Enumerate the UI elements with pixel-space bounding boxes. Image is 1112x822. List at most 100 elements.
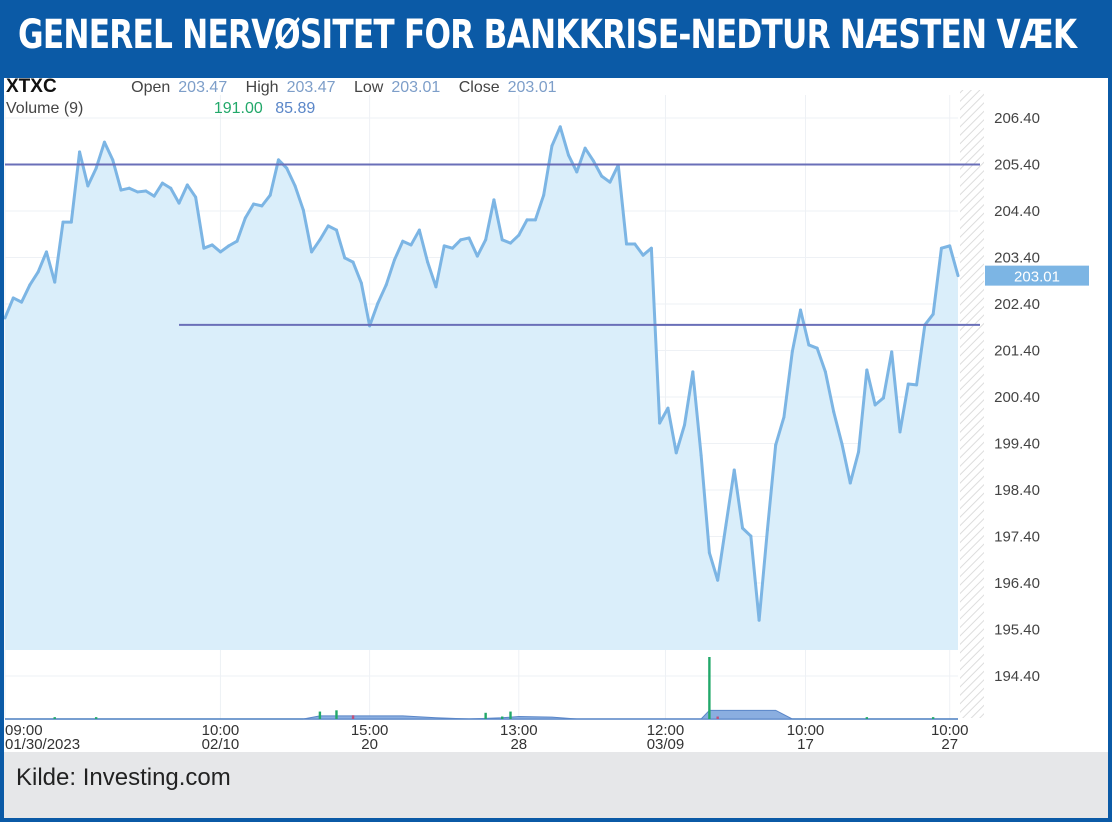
x-tick-date: 28	[510, 736, 527, 753]
frame-border-right	[1108, 0, 1112, 822]
volume-bar	[716, 716, 719, 719]
x-tick-time: 13:00	[500, 722, 538, 739]
price-segment	[351, 260, 363, 285]
open-label: Open	[131, 79, 171, 96]
price-segment	[616, 163, 629, 246]
price-segment	[36, 250, 48, 274]
volume-bar	[335, 710, 338, 719]
price-segment	[368, 301, 380, 328]
y-tick-label: 194.40	[994, 668, 1040, 685]
last-price-tag	[985, 265, 1089, 286]
price-segment	[890, 350, 902, 434]
volume-average-area	[303, 709, 793, 720]
price-segment	[11, 296, 24, 304]
x-tick-date: 01/30/2023	[5, 736, 80, 753]
high-label: High	[245, 79, 279, 96]
price-segment	[334, 228, 347, 260]
price-segment	[666, 406, 678, 455]
price-segment	[160, 181, 173, 190]
price-segment	[915, 323, 927, 387]
price-segment	[865, 368, 877, 407]
price-segment	[359, 281, 372, 328]
price-segment	[426, 260, 438, 289]
right-hatch	[960, 90, 984, 718]
price-segment	[741, 526, 753, 538]
price-segment	[169, 186, 181, 205]
price-segment	[923, 312, 935, 327]
volume-bar	[501, 716, 504, 719]
price-segment	[144, 189, 156, 198]
price-segment	[542, 144, 554, 197]
price-segment	[177, 183, 189, 205]
price-segment	[509, 233, 521, 245]
x-tick-time: 10:00	[202, 722, 240, 739]
volume-bar	[53, 717, 56, 719]
price-segment	[658, 406, 670, 425]
y-tick-label: 200.40	[994, 389, 1040, 406]
high-value: 203.47	[286, 79, 336, 96]
y-tick-label: 205.40	[994, 157, 1040, 174]
price-area	[5, 126, 958, 651]
low-value: 203.01	[391, 79, 441, 96]
volume-bar	[509, 711, 512, 719]
price-segment	[227, 239, 239, 248]
price-segment	[401, 239, 413, 247]
x-tick-date: 03/09	[647, 736, 685, 753]
price-segment	[53, 220, 65, 284]
x-tick-date: 27	[941, 736, 958, 753]
x-tick-date: 17	[797, 736, 814, 753]
price-segment	[848, 450, 861, 485]
volume-bar	[708, 657, 711, 719]
price-segment	[757, 528, 769, 622]
price-segment	[467, 236, 479, 258]
x-tick-date: 02/10	[202, 736, 240, 753]
x-tick-date: 20	[361, 736, 378, 753]
price-segment	[840, 442, 852, 485]
price-segment	[434, 244, 446, 289]
price-segment	[409, 228, 421, 247]
price-segment	[823, 370, 836, 414]
price-segment	[285, 166, 297, 188]
source-note: Kilde: Investing.com	[16, 764, 231, 791]
price-segment	[3, 296, 15, 320]
x-tick-time: 10:00	[787, 722, 825, 739]
y-tick-label: 203.40	[994, 250, 1040, 267]
volume-value-b: 85.89	[275, 100, 316, 117]
price-segment	[384, 258, 396, 287]
volume-bar	[351, 715, 355, 719]
price-segment	[484, 198, 496, 242]
price-segment	[898, 382, 910, 434]
close-label: Close	[458, 79, 500, 96]
price-segment	[20, 283, 32, 304]
price-segment	[102, 140, 115, 162]
x-tick-time: 10:00	[931, 722, 969, 739]
y-tick-label: 206.40	[994, 110, 1040, 127]
price-segment	[235, 216, 247, 243]
volume-bar	[931, 717, 935, 719]
price-segment	[873, 396, 885, 407]
price-segment	[691, 370, 703, 457]
price-segment	[790, 308, 803, 354]
price-segment	[517, 218, 529, 237]
price-segment	[732, 468, 745, 530]
volume-bar	[484, 712, 487, 719]
price-segment	[674, 423, 687, 455]
price-segment	[318, 224, 330, 242]
price-segment	[881, 350, 894, 400]
price-segment	[293, 184, 305, 212]
header-band: GENEREL NERVØSITET FOR BANKKRISE-NEDTUR …	[0, 0, 1112, 78]
footer: Kilde: Investing.com	[0, 752, 1112, 822]
price-segment	[243, 202, 256, 220]
price-segment	[948, 244, 960, 278]
price-segment	[78, 150, 90, 188]
price-segment	[832, 410, 844, 446]
volume-bar	[865, 717, 869, 719]
price-segment	[210, 243, 222, 254]
y-tick-label: 202.40	[994, 296, 1040, 313]
price-segment	[724, 468, 736, 527]
frame-border-left	[0, 0, 4, 822]
x-tick-time: 15:00	[351, 722, 389, 739]
x-tick-time: 09:00	[5, 722, 43, 739]
price-segment	[28, 270, 40, 287]
